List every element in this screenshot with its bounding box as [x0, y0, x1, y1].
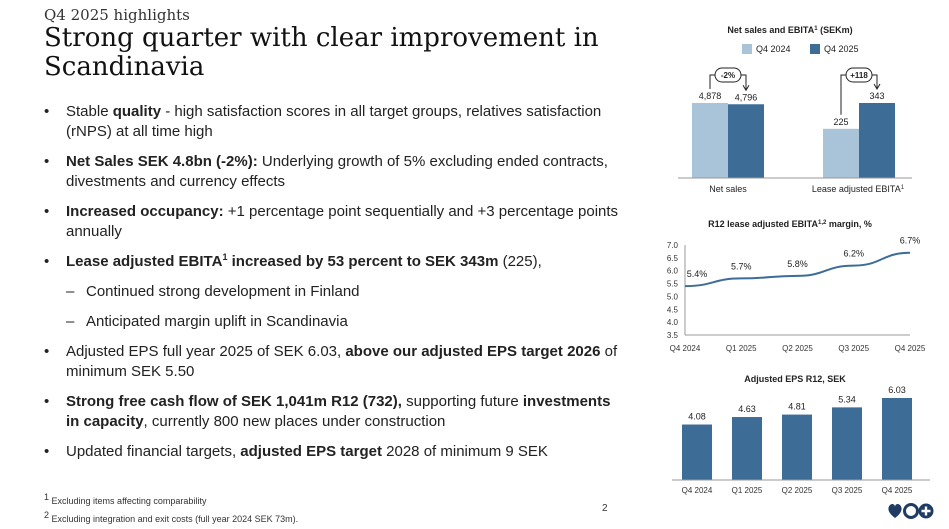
bullet-targets: Updated financial targets, adjusted EPS …	[44, 442, 624, 462]
annotation-arrowhead	[742, 85, 750, 92]
legend-swatch-q4-2025	[810, 44, 820, 54]
data-label-net-sales-q4-2024: 4,878	[699, 91, 722, 101]
x-tick-label: Q1 2025	[726, 344, 757, 353]
bar-net-sales-q4-2025	[728, 104, 764, 178]
data-label-eps: 4.81	[788, 402, 806, 412]
x-tick-label: Q4 2025	[895, 344, 926, 353]
footnote-2: 2 Excluding integration and exit costs (…	[44, 510, 299, 525]
page-title: Strong quarter with clear improvement in…	[44, 23, 599, 82]
bar-eps	[782, 414, 812, 480]
sub-bullet-finland: Continued strong development in Finland	[44, 282, 624, 302]
annotation-label: +118	[850, 71, 868, 80]
annotation-connector-right	[741, 74, 747, 91]
annotation-connector-left	[709, 74, 715, 89]
bar-eps	[682, 424, 712, 480]
chart1-title: Net sales and EBITA1 (SEKm)	[727, 25, 852, 35]
x-tick-label: Q4 2025	[882, 486, 913, 495]
bullet-eps: Adjusted EPS full year 2025 of SEK 6.03,…	[44, 342, 624, 382]
chart3-title: Adjusted EPS R12, SEK	[744, 374, 846, 384]
heart-icon	[888, 503, 902, 518]
y-tick-label: 6.0	[667, 267, 679, 276]
y-tick-label: 4.5	[667, 305, 679, 314]
x-tick-label: Q3 2025	[832, 486, 863, 495]
category-label-lease-ebita: Lease adjusted EBITA1	[812, 184, 905, 194]
bar-eps	[732, 417, 762, 480]
bullet-occupancy: Increased occupancy: +1 percentage point…	[44, 202, 624, 242]
x-tick-label: Q2 2025	[782, 486, 813, 495]
y-tick-label: 3.5	[667, 331, 679, 340]
data-label-ebita-q4-2024: 225	[833, 117, 848, 127]
annotation-connector-right	[872, 74, 878, 89]
legend-swatch-q4-2024	[742, 44, 752, 54]
bullet-cash-flow: Strong free cash flow of SEK 1,041m R12 …	[44, 392, 624, 432]
ring-icon	[903, 503, 919, 519]
highlights-list: Stable quality - high satisfaction score…	[44, 102, 624, 462]
legend-label-q4-2024: Q4 2024	[756, 44, 791, 54]
ebita-margin-chart: R12 lease adjusted EBITA1,2 margin, % 7.…	[667, 219, 926, 353]
bar-ebita-q4-2025	[859, 103, 895, 178]
sub-bullet-scandinavia: Anticipated margin uplift in Scandinavia	[44, 312, 624, 332]
data-label-margin: 6.2%	[843, 249, 864, 259]
data-label-margin: 5.8%	[787, 259, 808, 269]
series-line-margin	[684, 251, 911, 288]
bar-ebita-q4-2024	[823, 128, 859, 178]
y-tick-label: 6.5	[667, 254, 679, 263]
footnote-1: 1 Excluding items affecting comparabilit…	[44, 492, 207, 507]
annotation-label: -2%	[721, 71, 735, 80]
x-tick-label: Q2 2025	[782, 344, 813, 353]
eyebrow: Q4 2025 highlights	[44, 6, 190, 24]
data-label-net-sales-q4-2025: 4,796	[735, 92, 758, 102]
legend-label-q4-2025: Q4 2025	[824, 44, 859, 54]
chart2-title: R12 lease adjusted EBITA1,2 margin, %	[708, 219, 872, 229]
data-label-margin: 5.7%	[731, 261, 752, 271]
adjusted-eps-chart: Adjusted EPS R12, SEK 4.08 Q4 2024 4.63 Q1 …	[672, 374, 930, 495]
y-tick-label: 7.0	[667, 241, 679, 250]
data-label-margin: 5.4%	[687, 269, 708, 279]
x-tick-label: Q4 2024	[670, 344, 701, 353]
bullet-net-sales: Net Sales SEK 4.8bn (-2%): Underlying gr…	[44, 152, 624, 192]
annotation-bubble	[714, 67, 742, 83]
data-label-margin: 6.7%	[900, 236, 921, 246]
data-label-eps: 4.63	[738, 404, 756, 414]
y-tick-label: 4.0	[667, 318, 679, 327]
plus-icon	[921, 506, 931, 516]
page-number: 2	[602, 503, 608, 514]
bar-eps	[832, 407, 862, 480]
net-sales-ebita-chart: Net sales and EBITA1 (SEKm) Q4 2024 Q4 2…	[678, 25, 912, 194]
bar-eps	[882, 398, 912, 480]
y-tick-label: 5.5	[667, 280, 679, 289]
category-label-net-sales: Net sales	[709, 184, 747, 194]
company-logo	[888, 503, 934, 519]
y-tick-label: 5.0	[667, 292, 679, 301]
bar-net-sales-q4-2024	[692, 103, 728, 178]
annotation-connector-left	[840, 74, 846, 115]
x-tick-label: Q3 2025	[838, 344, 869, 353]
data-label-eps: 5.34	[838, 394, 856, 404]
annotation-arrowhead	[873, 83, 881, 90]
data-label-ebita-q4-2025: 343	[869, 91, 884, 101]
annotation-bubble	[845, 67, 873, 83]
x-tick-label: Q1 2025	[732, 486, 763, 495]
data-label-eps: 6.03	[888, 385, 906, 395]
bullet-ebita: Lease adjusted EBITA1 increased by 53 pe…	[44, 252, 624, 272]
bullet-quality: Stable quality - high satisfaction score…	[44, 102, 624, 142]
x-tick-label: Q4 2024	[682, 486, 713, 495]
data-label-eps: 4.08	[688, 412, 706, 422]
